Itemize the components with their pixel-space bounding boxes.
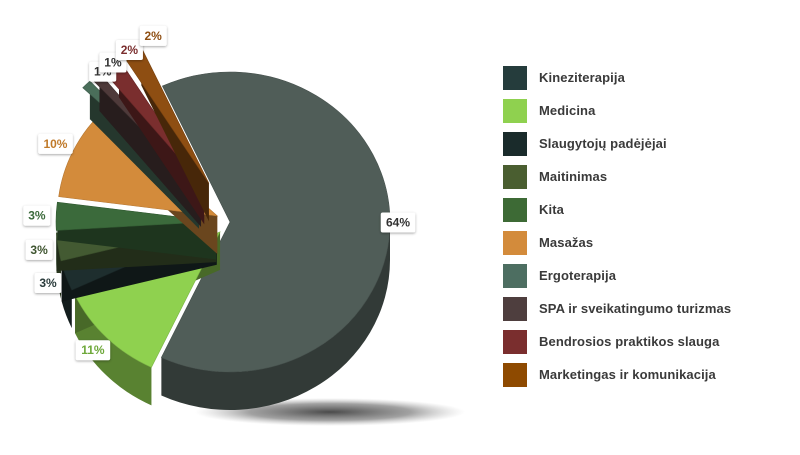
legend-item: Slaugytojų padėjėjai — [503, 127, 793, 160]
pie-data-label-text: 2% — [144, 29, 162, 43]
pie-data-label: 11% — [76, 340, 111, 360]
pie-data-label: 2% — [116, 40, 143, 60]
legend-swatch — [503, 297, 527, 321]
legend-item: Kineziterapija — [503, 61, 793, 94]
legend-swatch — [503, 363, 527, 387]
pie-data-label-text: 2% — [121, 43, 139, 57]
pie-data-label: 3% — [34, 273, 61, 293]
legend-label: Ergoterapija — [539, 268, 616, 283]
pie-chart: 64%11%3%3%3%10%1%1%2%2% — [0, 0, 480, 450]
legend-label: Maitinimas — [539, 169, 607, 184]
legend-item: Maitinimas — [503, 160, 793, 193]
legend-label: SPA ir sveikatingumo turizmas — [539, 301, 731, 316]
pie-data-label: 64% — [381, 213, 416, 233]
pie-data-label-text: 10% — [43, 137, 67, 151]
legend-item: Medicina — [503, 94, 793, 127]
legend-label: Bendrosios praktikos slauga — [539, 334, 719, 349]
pie-data-label-text: 3% — [39, 276, 57, 290]
legend-swatch — [503, 99, 527, 123]
legend-label: Kineziterapija — [539, 70, 625, 85]
legend-label: Medicina — [539, 103, 595, 118]
legend-item: SPA ir sveikatingumo turizmas — [503, 292, 793, 325]
pie-data-label-text: 11% — [81, 343, 105, 357]
pie-chart-svg: 64%11%3%3%3%10%1%1%2%2% — [0, 0, 480, 450]
legend-item: Kita — [503, 193, 793, 226]
pie-data-label-text: 3% — [30, 243, 48, 257]
legend-swatch — [503, 264, 527, 288]
legend-item: Masažas — [503, 226, 793, 259]
legend-swatch — [503, 66, 527, 90]
pie-data-label: 10% — [38, 134, 72, 154]
pie-data-label: 2% — [140, 26, 167, 46]
pie-data-label: 3% — [23, 206, 50, 226]
legend-swatch — [503, 198, 527, 222]
legend-swatch — [503, 132, 527, 156]
chart-legend: Kineziterapija Medicina Slaugytojų padėjėj… — [503, 61, 793, 391]
legend-label: Marketingas ir komunikacija — [539, 367, 716, 382]
legend-swatch — [503, 165, 527, 189]
pie-data-label-text: 3% — [28, 209, 46, 223]
legend-item: Marketingas ir komunikacija — [503, 358, 793, 391]
legend-label: Slaugytojų padėjėjai — [539, 136, 667, 151]
legend-item: Bendrosios praktikos slauga — [503, 325, 793, 358]
legend-swatch — [503, 231, 527, 255]
legend-item: Ergoterapija — [503, 259, 793, 292]
pie-data-label-text: 64% — [386, 216, 410, 230]
legend-swatch — [503, 330, 527, 354]
pie-data-label: 3% — [26, 240, 53, 260]
legend-label: Kita — [539, 202, 564, 217]
legend-label: Masažas — [539, 235, 593, 250]
